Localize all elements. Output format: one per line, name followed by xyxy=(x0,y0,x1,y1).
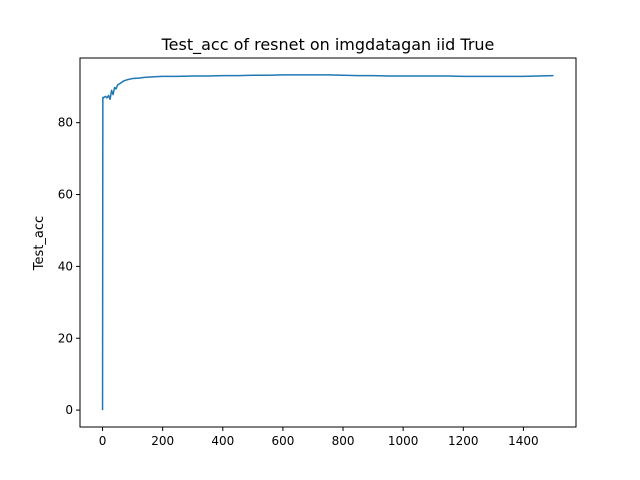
y-axis-label: Test_acc xyxy=(32,216,47,271)
x-tick-label: 800 xyxy=(332,434,355,448)
x-tick-label: 400 xyxy=(211,434,234,448)
y-tick-label: 20 xyxy=(58,331,73,345)
series-line xyxy=(101,74,554,411)
x-tick-label: 200 xyxy=(151,434,174,448)
x-tick-label: 1200 xyxy=(448,434,479,448)
x-tick-label: 1400 xyxy=(508,434,539,448)
y-tick-label: 80 xyxy=(58,116,73,130)
x-tick-label: 600 xyxy=(271,434,294,448)
x-axis-ticks: 0 200 400 600 800 1000 1200 1400 xyxy=(99,427,539,448)
x-tick-label: 0 xyxy=(99,434,107,448)
y-tick-label: 60 xyxy=(58,188,73,202)
y-tick-label: 0 xyxy=(65,403,73,417)
axes-frame xyxy=(79,57,577,428)
x-tick-label: 1000 xyxy=(388,434,419,448)
y-axis-ticks: 0 20 40 60 80 xyxy=(58,116,80,417)
y-tick-label: 40 xyxy=(58,259,73,273)
chart-title: Test_acc of resnet on imgdatagan iid Tru… xyxy=(161,35,495,55)
